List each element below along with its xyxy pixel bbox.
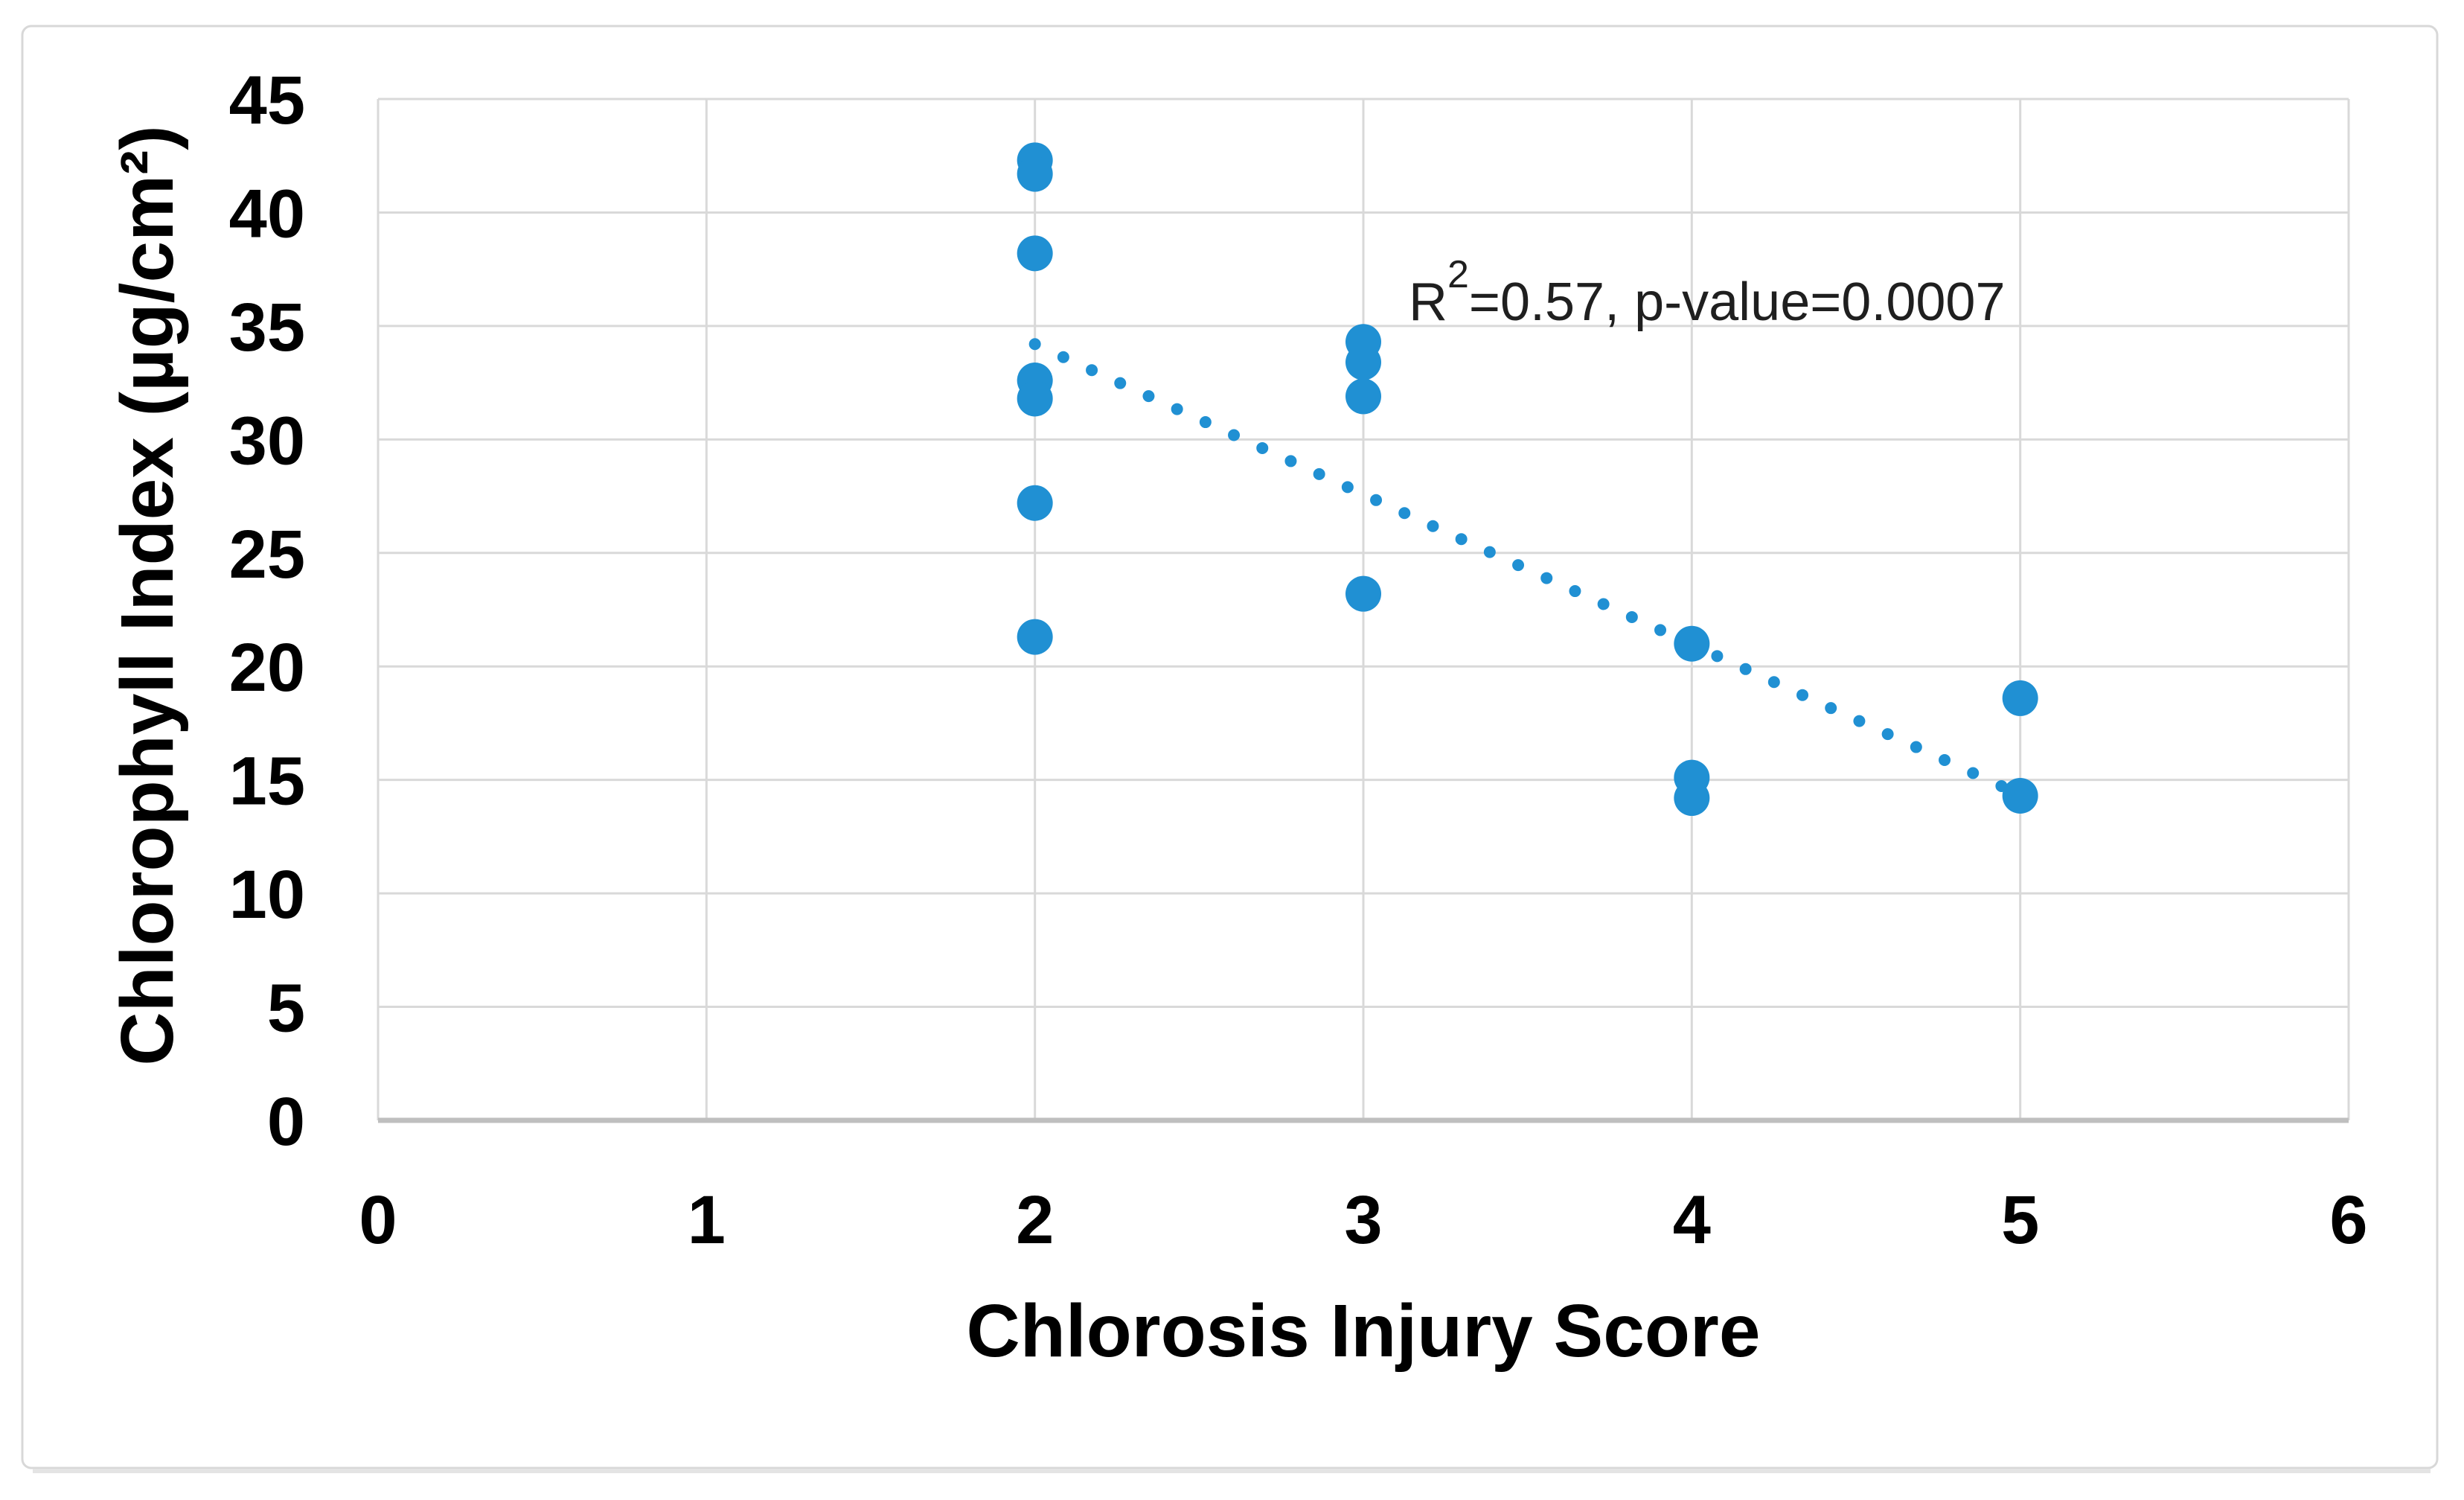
x-tick-label: 0: [359, 1182, 397, 1258]
data-point: [1017, 619, 1053, 655]
x-tick-label: 5: [2001, 1182, 2039, 1258]
data-point: [2002, 680, 2038, 716]
y-tick-label: 5: [267, 971, 305, 1047]
y-tick-label: 30: [229, 403, 305, 479]
y-tick-label: 0: [267, 1084, 305, 1160]
annotation-base: R: [1409, 272, 1447, 332]
annotation: R2=0.57, p-value=0.0007: [1409, 253, 2006, 332]
data-point: [1017, 156, 1053, 192]
x-tick-label: 3: [1344, 1182, 1382, 1258]
figure-frame: [21, 25, 2439, 1469]
data-point: [1345, 575, 1381, 612]
trend-layer: [1028, 338, 2026, 801]
y-tick-label: 15: [229, 744, 305, 820]
grid-layer: [377, 98, 2350, 1123]
x-tick-label: 2: [1016, 1182, 1054, 1258]
y-tick-label: 40: [229, 176, 305, 252]
x-tick-label: 6: [2329, 1182, 2367, 1258]
x-axis-title: Chlorosis Injury Score: [967, 1289, 1761, 1373]
data-point: [1017, 380, 1053, 417]
data-point: [1674, 780, 1710, 817]
data-point: [2002, 778, 2038, 814]
points-layer: [1017, 142, 2038, 817]
y-axis-title: Chlorophyll Index (µg/cm²): [106, 125, 189, 1065]
y-tick-label: 25: [229, 517, 305, 593]
y-tick-label: 20: [229, 630, 305, 706]
y-tick-label: 45: [229, 63, 305, 138]
y-tick-label: 10: [229, 857, 305, 933]
x-tick-label: 4: [1673, 1182, 1711, 1258]
data-point: [1674, 625, 1710, 662]
annotation-superscript: 2: [1447, 253, 1469, 296]
x-tick-label: 1: [688, 1182, 726, 1258]
data-point: [1017, 235, 1053, 272]
annotation-rest: =0.57, p-value=0.0007: [1469, 272, 2006, 332]
data-point: [1345, 378, 1381, 415]
data-point: [1345, 344, 1381, 380]
trend-line: [1028, 338, 2026, 801]
data-point: [1017, 485, 1053, 521]
y-tick-label: 35: [229, 290, 305, 366]
